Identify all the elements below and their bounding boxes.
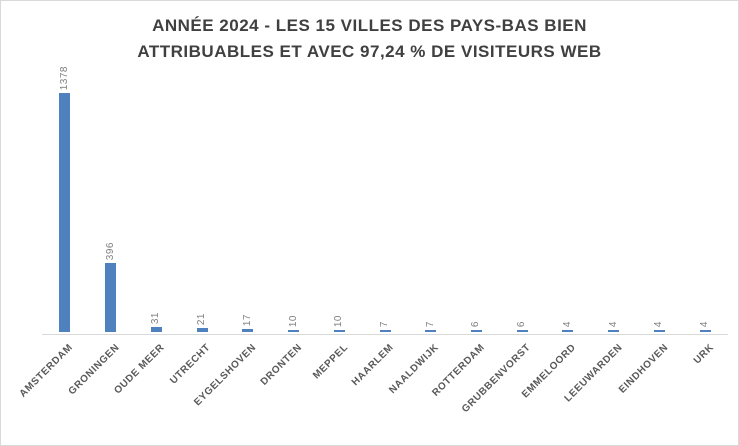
chart-title-line-2: ATTRIBUABLES ET AVEC 97,24 % DE VISITEUR…: [137, 42, 602, 61]
bar-value-label: 1378: [58, 65, 70, 90]
bar-value-label: 4: [699, 320, 711, 327]
bar-utrecht: [196, 328, 208, 332]
category-label: HAARLEM: [349, 342, 396, 389]
bar-emmeloord: [562, 330, 574, 332]
bar-value-label: 17: [241, 313, 253, 326]
chart-title: ANNÉE 2024 - LES 15 VILLES DES PAYS-BAS …: [1, 13, 738, 65]
category-label: DRONTEN: [258, 342, 305, 388]
category-label: UTRECHT: [168, 342, 213, 387]
bar-eygelshoven: [242, 329, 254, 332]
chart-title-line-1: ANNÉE 2024 - LES 15 VILLES DES PAYS-BAS …: [152, 16, 587, 35]
bar-value-label: 4: [653, 320, 665, 327]
bar-value-label: 31: [150, 311, 162, 324]
category-label: AMSTERDAM: [18, 342, 76, 400]
bar-rotterdam: [470, 330, 482, 332]
bar-value-label: 396: [104, 241, 116, 260]
bar-dronten: [288, 330, 300, 332]
category-label: MEPPEL: [310, 342, 351, 382]
bar-value-label: 4: [607, 320, 619, 327]
x-axis-line: [42, 334, 728, 335]
bar-value-label: 7: [379, 320, 390, 327]
bar-meppel: [333, 330, 345, 332]
bar-naaldwijk: [425, 330, 437, 332]
bar-haarlem: [379, 330, 391, 332]
bar-value-label: 6: [516, 320, 528, 327]
bar-value-label: 10: [287, 314, 299, 327]
bar-grubbenvorst: [516, 330, 528, 332]
bar-eindhoven: [653, 330, 665, 332]
bar-urk: [699, 330, 711, 332]
bar-value-label: 4: [561, 320, 573, 327]
bar-leeuwarden: [608, 330, 620, 332]
category-label: URK: [691, 342, 716, 367]
bar-amsterdam: [59, 93, 71, 332]
bar-groningen: [105, 263, 117, 332]
bar-value-label: 10: [333, 314, 345, 327]
bar-value-label: 21: [196, 312, 208, 325]
bar-value-label: 7: [424, 320, 436, 327]
bar-oude-meer: [150, 327, 162, 332]
bar-value-label: 6: [470, 320, 482, 327]
